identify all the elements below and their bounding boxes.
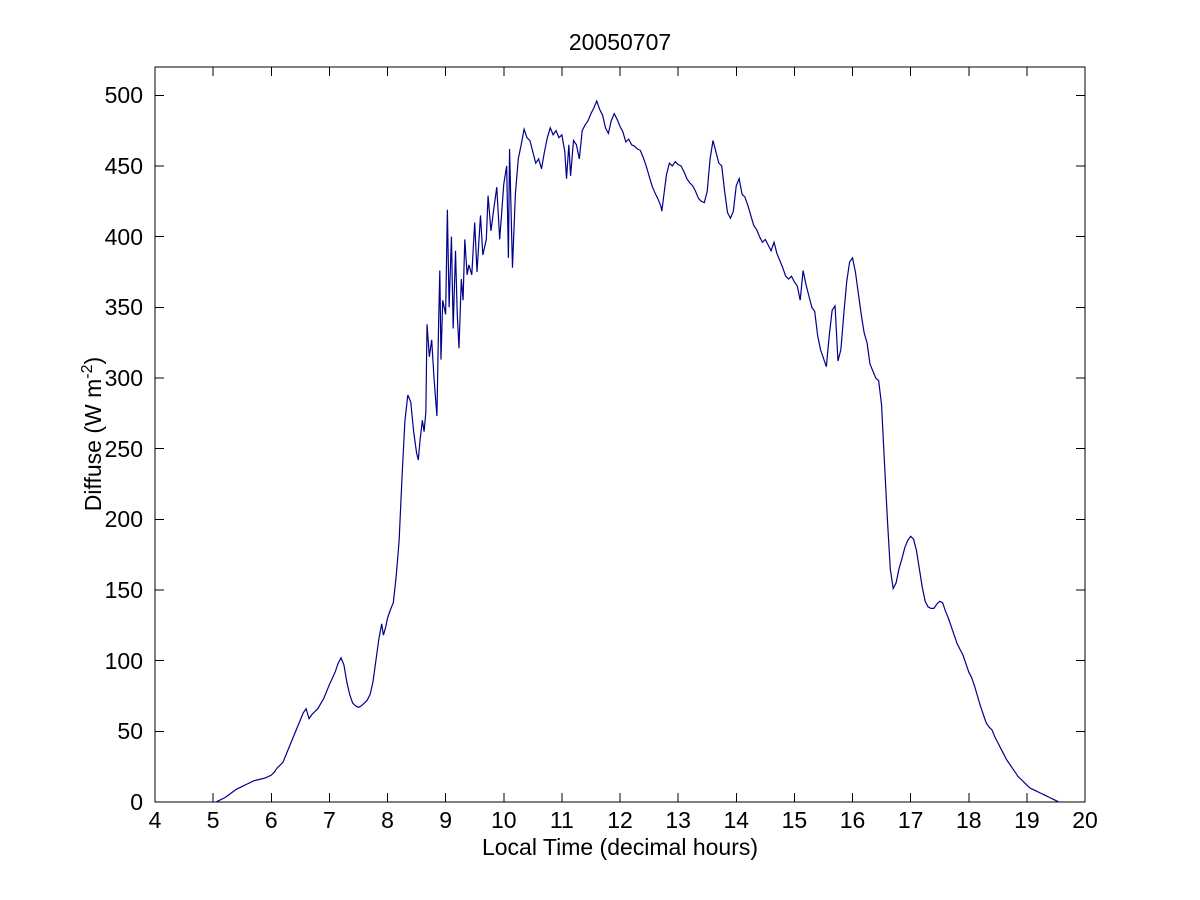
x-tick-label: 19	[1014, 807, 1040, 833]
y-tick-label: 50	[117, 718, 143, 745]
x-tick-label: 5	[206, 807, 220, 833]
x-tick-label: 13	[665, 807, 691, 833]
x-tick-label: 20	[1072, 807, 1098, 833]
x-axis-label: Local Time (decimal hours)	[481, 834, 759, 860]
y-tick-label: 400	[104, 223, 143, 250]
y-tick-label: 500	[104, 82, 143, 109]
y-tick-label: 300	[104, 364, 143, 391]
x-tick-label: 8	[381, 807, 394, 833]
y-tick-label: 100	[104, 647, 143, 674]
x-tick-label: 17	[897, 807, 924, 833]
y-tick-label: 350	[104, 294, 143, 321]
chart-title: 20050707	[568, 29, 672, 55]
y-tick-label: 150	[104, 576, 143, 603]
x-tick-label: 16	[839, 807, 866, 833]
axes-box	[154, 66, 1086, 803]
y-tick-label: 200	[104, 506, 143, 533]
x-tick-label: 18	[955, 807, 982, 833]
data-line-diffuse-irradiance	[215, 99, 1060, 803]
y-tick-label: 250	[104, 435, 143, 462]
x-tick-label: 9	[439, 807, 453, 833]
x-tick-label: 15	[781, 807, 808, 833]
x-tick-label: 12	[607, 807, 633, 833]
x-tick-label: 4	[148, 807, 162, 833]
x-tick-label: 6	[264, 807, 278, 833]
y-tick-label: 450	[104, 152, 143, 179]
y-tick-label: 0	[130, 789, 143, 815]
x-tick-label: 14	[723, 807, 750, 833]
x-tick-label: 11	[549, 807, 574, 833]
y-axis-label-close: )	[79, 356, 106, 365]
x-tick-label: 7	[322, 807, 336, 833]
x-tick-label: 10	[490, 807, 517, 833]
